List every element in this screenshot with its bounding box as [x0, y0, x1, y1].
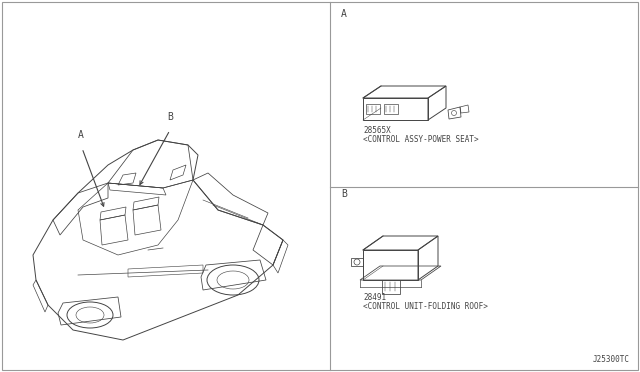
Text: B: B: [341, 189, 347, 199]
Text: B: B: [167, 112, 173, 122]
Text: 28565X: 28565X: [363, 126, 391, 135]
Text: <CONTROL ASSY-POWER SEAT>: <CONTROL ASSY-POWER SEAT>: [363, 135, 479, 144]
Text: <CONTROL UNIT-FOLDING ROOF>: <CONTROL UNIT-FOLDING ROOF>: [363, 302, 488, 311]
Bar: [384, 104, 398, 114]
Text: 28491: 28491: [363, 293, 386, 302]
Bar: [366, 104, 380, 114]
Text: A: A: [78, 130, 84, 140]
Text: A: A: [341, 9, 347, 19]
Text: J25300TC: J25300TC: [593, 355, 630, 364]
